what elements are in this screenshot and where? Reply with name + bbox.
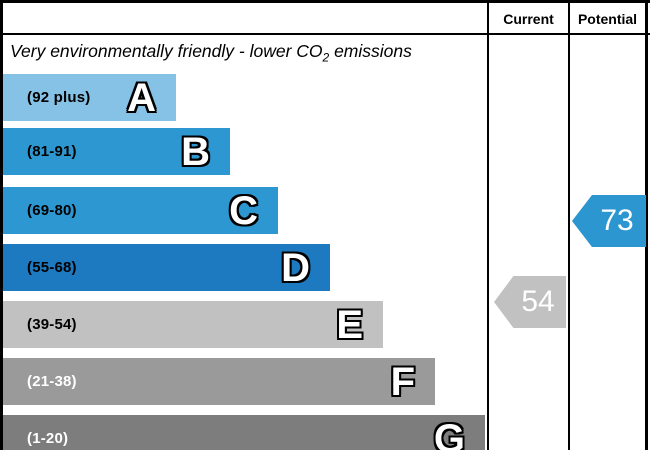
top-border (0, 0, 650, 3)
current-column-header: Current (503, 11, 554, 27)
chart-title-prefix: Very environmentally friendly - lower CO (10, 41, 323, 61)
band-a-range-label: (92 plus) (27, 89, 91, 106)
band-g: (1-20) G (3, 415, 485, 450)
left-border (0, 0, 3, 450)
current-column-divider (487, 0, 489, 450)
band-g-range-label: (1-20) (27, 430, 69, 447)
band-c-letter: C (229, 188, 258, 233)
band-f-letter: F (390, 359, 415, 404)
band-c-range-label: (69-80) (27, 202, 77, 219)
right-border (645, 0, 648, 450)
current-rating-value: 54 (521, 285, 555, 318)
potential-column-divider (568, 0, 570, 450)
band-g-letter: G (433, 416, 465, 450)
chart-title: Very environmentally friendly - lower CO… (10, 41, 480, 65)
band-e: (39-54) E (3, 301, 383, 348)
band-c: (69-80) C (3, 187, 278, 234)
band-a: (92 plus) A (3, 74, 176, 121)
band-b-range-label: (81-91) (27, 143, 77, 160)
band-e-range-label: (39-54) (27, 316, 77, 333)
band-e-letter: E (336, 302, 363, 347)
chart-title-subscript: 2 (322, 50, 330, 65)
band-b-letter: B (181, 129, 210, 174)
potential-rating-arrow: 73 (572, 195, 646, 247)
band-d-letter: D (281, 245, 310, 290)
band-f: (21-38) F (3, 358, 435, 405)
potential-column-header: Potential (577, 11, 638, 27)
band-b: (81-91) B (3, 128, 230, 175)
header-underline (0, 33, 650, 35)
potential-rating-value: 73 (600, 204, 634, 237)
band-d-range-label: (55-68) (27, 259, 77, 276)
band-d: (55-68) D (3, 244, 330, 291)
chart-title-suffix: emissions (329, 41, 412, 61)
band-a-letter: A (127, 75, 156, 120)
current-rating-arrow: 54 (494, 276, 566, 328)
band-f-range-label: (21-38) (27, 373, 77, 390)
